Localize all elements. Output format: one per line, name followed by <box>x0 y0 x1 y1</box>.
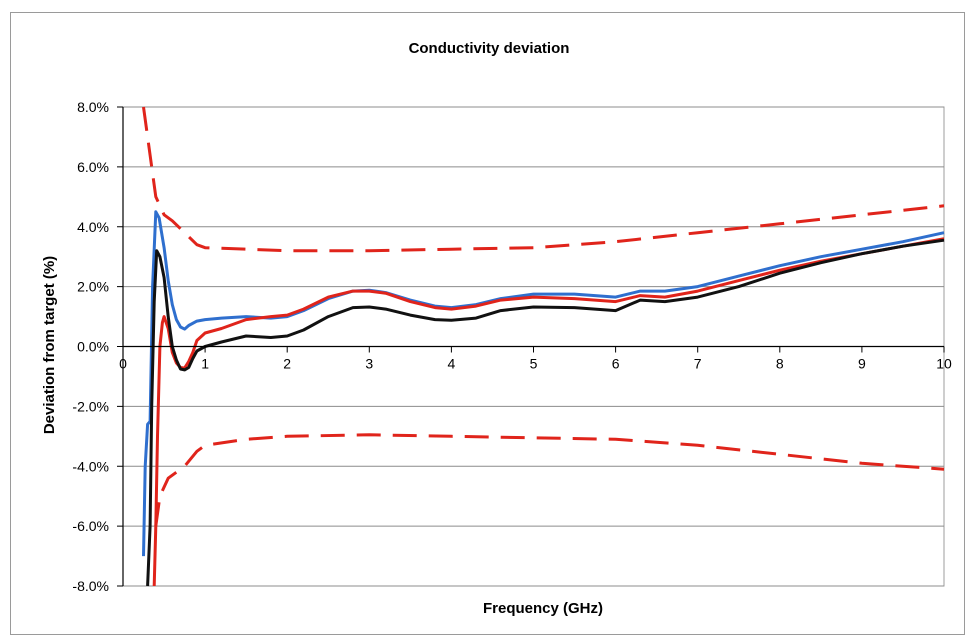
y-tick-label: 0.0% <box>77 339 109 355</box>
x-tick-label: 4 <box>448 356 456 372</box>
series-group <box>142 106 945 587</box>
series-line-5 <box>146 238 945 587</box>
y-tick-label: 6.0% <box>77 159 109 175</box>
x-tick-labels: 0 1 2 3 4 5 6 7 8 9 10 <box>119 356 952 372</box>
x-tick-label: 5 <box>530 356 538 372</box>
chart-title: Conductivity deviation <box>409 40 570 57</box>
x-tick-label: 2 <box>283 356 291 372</box>
series-line-2 <box>154 433 945 527</box>
y-tick-label: -2.0% <box>72 398 109 414</box>
chart-frame: Conductivity deviation 8.0% 6.0% 4.0% 2.0% 0… <box>10 12 965 635</box>
x-tick-label: 9 <box>858 356 866 372</box>
axes <box>117 106 945 587</box>
series-line-1 <box>142 106 945 253</box>
x-axis-label: Frequency (GHz) <box>483 600 603 617</box>
y-tick-label: 4.0% <box>77 219 109 235</box>
y-tick-label: 2.0% <box>77 279 109 295</box>
x-tick-label: 0 <box>119 356 127 372</box>
y-tick-label: -6.0% <box>72 518 109 534</box>
x-tick-label: 3 <box>365 356 373 372</box>
y-tick-labels: 8.0% 6.0% 4.0% 2.0% 0.0% -2.0% -4.0% -6.0% -8.0% <box>72 99 109 594</box>
x-tick-label: 7 <box>694 356 702 372</box>
x-tick-label: 1 <box>201 356 209 372</box>
y-tick-label: -4.0% <box>72 458 109 474</box>
x-tick-label: 6 <box>612 356 620 372</box>
x-tick-label: 10 <box>936 356 952 372</box>
series-line-4 <box>152 237 945 587</box>
conductivity-chart: Conductivity deviation 8.0% 6.0% 4.0% 2.0% 0… <box>41 40 952 617</box>
y-tick-label: -8.0% <box>72 578 109 594</box>
y-axis-label: Deviation from target (%) <box>41 256 58 434</box>
y-tick-label: 8.0% <box>77 99 109 115</box>
x-tick-label: 8 <box>776 356 784 372</box>
